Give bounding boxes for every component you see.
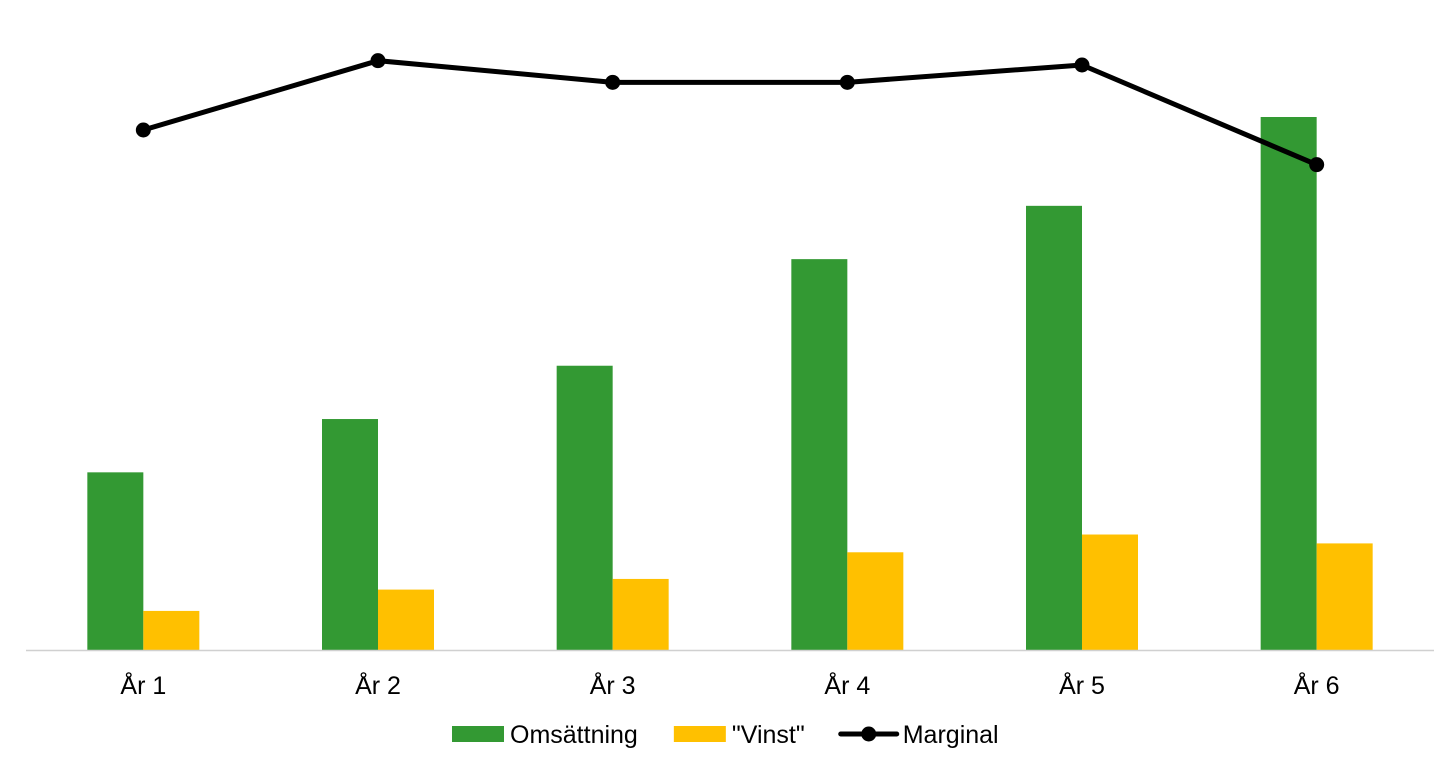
x-tick-label: År 5 bbox=[1059, 670, 1105, 700]
x-tick-label: År 3 bbox=[590, 670, 636, 700]
legend-label: Omsättning bbox=[510, 721, 638, 749]
bar-vinst-6 bbox=[1316, 543, 1373, 650]
x-tick-label: År 1 bbox=[120, 670, 166, 700]
legend-label: "Vinst" bbox=[732, 721, 805, 749]
bar-vinst-4 bbox=[847, 552, 904, 650]
bar-omsattning-1 bbox=[87, 472, 144, 650]
marker-marginal-6 bbox=[1309, 157, 1325, 173]
line-marginal bbox=[140, 58, 1320, 168]
bar-omsattning-6 bbox=[1260, 117, 1317, 650]
bar-omsattning-4 bbox=[791, 259, 848, 650]
legend-label: Marginal bbox=[903, 721, 999, 749]
legend-swatch-vinst bbox=[673, 726, 726, 742]
x-tick-label: År 6 bbox=[1294, 670, 1340, 700]
bar-vinst-5 bbox=[1082, 534, 1138, 650]
marker-marginal-2 bbox=[370, 53, 386, 69]
bar-omsattning-3 bbox=[556, 365, 613, 650]
bar-vinst-1 bbox=[143, 610, 200, 650]
legend-swatch-marginal-marker bbox=[861, 726, 877, 742]
marker-marginal-1 bbox=[135, 122, 151, 138]
line-series-layer bbox=[135, 53, 1325, 173]
x-tick-label: År 4 bbox=[824, 670, 870, 700]
marker-marginal-5 bbox=[1074, 57, 1090, 73]
bar-vinst-3 bbox=[612, 578, 669, 650]
marker-marginal-3 bbox=[605, 74, 621, 90]
x-tick-label: År 2 bbox=[355, 670, 401, 700]
marker-marginal-4 bbox=[839, 74, 855, 90]
legend: Omsättning "Vinst" Marginal bbox=[452, 721, 999, 749]
bar-omsattning-2 bbox=[322, 419, 378, 650]
x-tick-labels: År 1 År 2 År 3 År 4 År 5 År 6 bbox=[120, 670, 1339, 700]
legend-swatch-omsattning bbox=[452, 726, 504, 742]
bar-vinst-2 bbox=[378, 589, 434, 650]
bars-layer bbox=[87, 117, 1373, 651]
bar-omsattning-5 bbox=[1026, 205, 1082, 651]
